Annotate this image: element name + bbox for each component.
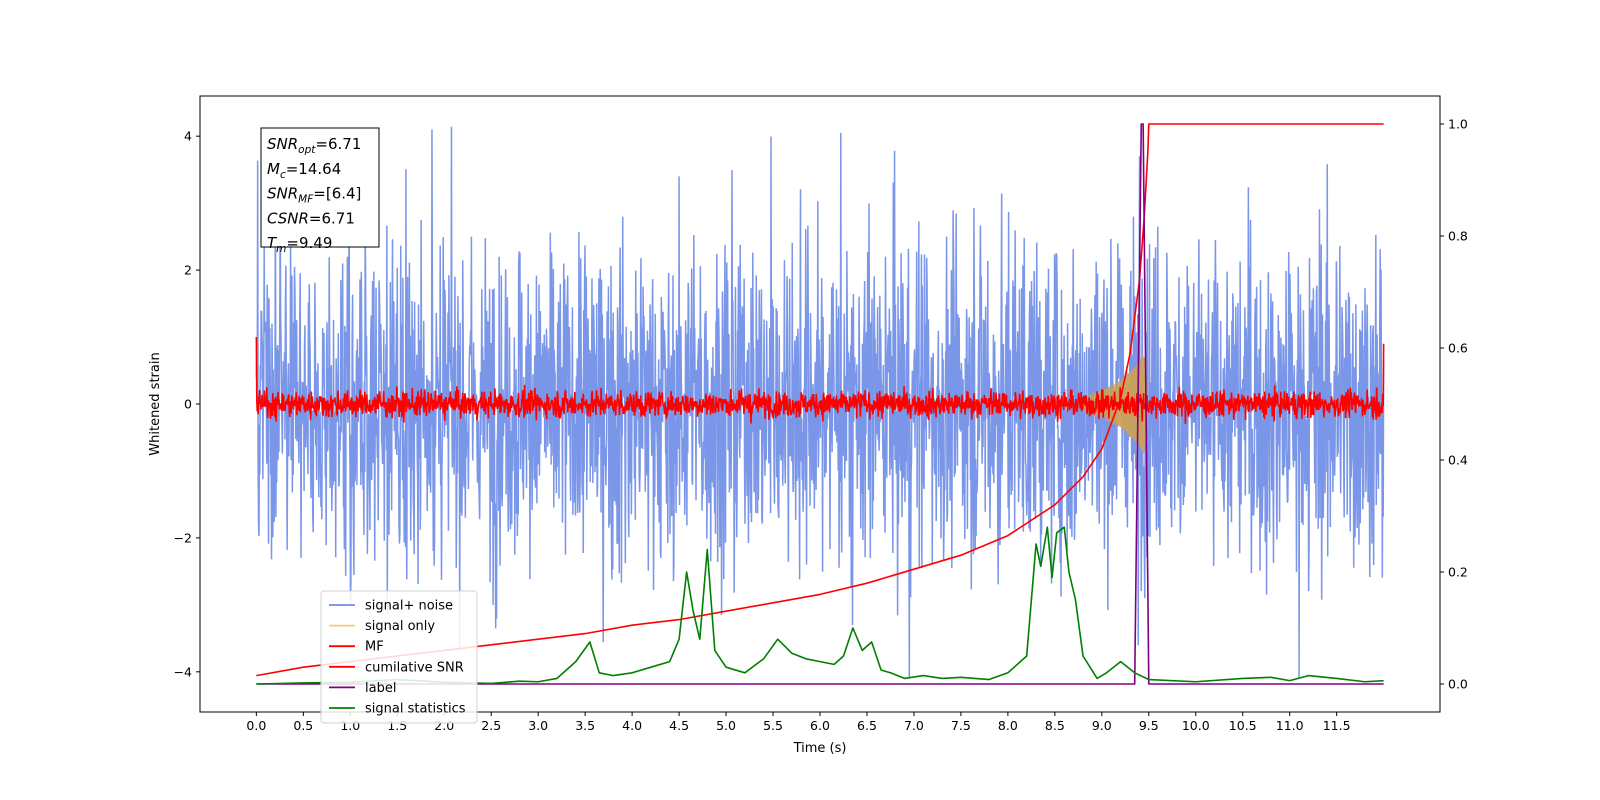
x-tick-label: 2.5	[481, 718, 501, 733]
legend-label: signal only	[365, 619, 435, 634]
x-tick-label: 4.0	[622, 718, 642, 733]
x-tick-label: 6.5	[857, 718, 877, 733]
y-left-tick-label: 4	[184, 129, 192, 144]
x-tick-label: 0.0	[246, 718, 266, 733]
y-left-tick-label: −2	[174, 530, 192, 545]
info-box-line: CSNR=6.71	[267, 209, 355, 227]
legend-label: signal+ noise	[365, 599, 453, 614]
x-tick-label: 10.0	[1182, 718, 1210, 733]
y-right-tick-label: 0.4	[1448, 453, 1468, 468]
y-left-tick-label: 2	[184, 263, 192, 278]
y-right-tick-label: 0.8	[1448, 229, 1468, 244]
legend-label: signal statistics	[365, 702, 466, 717]
x-tick-label: 9.0	[1092, 718, 1112, 733]
legend-label: cumilative SNR	[365, 660, 464, 675]
info-box: SNRopt=6.71 Mc=14.64 SNRMF=[6.4] CSNR=6.71 T…	[260, 127, 380, 255]
info-box-line: Mc=14.64	[267, 160, 341, 181]
x-tick-label: 7.5	[951, 718, 971, 733]
legend-label: MF	[365, 640, 384, 655]
series-signal-statistics-line	[256, 526, 1384, 685]
x-tick-label: 11.5	[1323, 718, 1351, 733]
x-axis-label: Time (s)	[793, 741, 847, 756]
y-right-tick-label: 1.0	[1448, 117, 1468, 132]
y-axis-label: Whitened strain	[148, 352, 163, 455]
info-box-line: Tm=9.49	[267, 234, 332, 255]
legend: signal+ noise signal only MF cumilative SNR…	[320, 590, 478, 724]
info-box-frame	[260, 127, 380, 248]
info-box-line: SNRopt=6.71	[267, 135, 361, 156]
series-mf-line	[255, 337, 1385, 424]
x-tick-label: 8.0	[998, 718, 1018, 733]
x-tick-label: 11.0	[1276, 718, 1304, 733]
x-tick-label: 3.0	[528, 718, 548, 733]
x-tick-label: 4.5	[669, 718, 689, 733]
y-right-tick-label: 0.0	[1448, 677, 1468, 692]
info-box-line: SNRMF=[6.4]	[267, 185, 361, 206]
y-right-tick-label: 0.2	[1448, 565, 1468, 580]
y-right-tick-label: 0.6	[1448, 341, 1468, 356]
x-tick-label: 0.5	[293, 718, 313, 733]
legend-frame	[320, 590, 478, 724]
x-tick-label: 8.5	[1045, 718, 1065, 733]
x-tick-label: 5.0	[716, 718, 736, 733]
x-tick-label: 3.5	[575, 718, 595, 733]
y-left-tick-label: 0	[184, 397, 192, 412]
legend-label: label	[365, 681, 396, 696]
series-label-line	[256, 123, 1384, 685]
x-tick-label: 5.5	[763, 718, 783, 733]
x-tick-label: 6.0	[810, 718, 830, 733]
x-tick-label: 10.5	[1229, 718, 1257, 733]
x-tick-label: 9.5	[1139, 718, 1159, 733]
y-left-tick-label: −4	[174, 664, 192, 679]
x-tick-label: 7.0	[904, 718, 924, 733]
